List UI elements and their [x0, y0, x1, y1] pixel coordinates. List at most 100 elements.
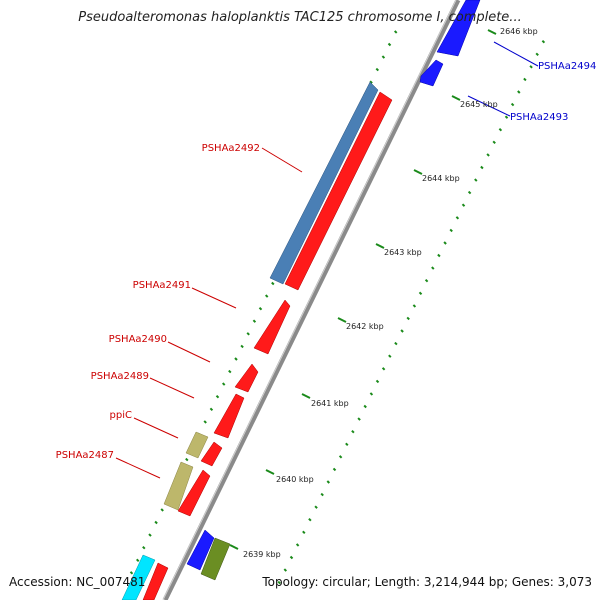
track-dot — [160, 508, 164, 512]
gene-lower-olive[interactable] — [200, 537, 231, 581]
kbp-label: 2644 kbp — [422, 174, 460, 183]
track-dot — [461, 203, 466, 207]
backbone-highlight — [162, 0, 457, 600]
gene-label[interactable]: PSHAa2492 — [202, 143, 260, 154]
track-dot — [326, 480, 331, 484]
track-dot — [480, 165, 484, 170]
track-dot — [517, 90, 521, 94]
track-dot — [363, 404, 367, 409]
gene-label[interactable]: PSHAa2494 — [538, 61, 596, 72]
gene-label[interactable]: PSHAa2489 — [91, 371, 149, 382]
gene-bottom-red[interactable] — [142, 562, 169, 600]
track-dot — [474, 178, 478, 182]
track-dot — [375, 379, 380, 384]
gene-pshaa2490[interactable] — [234, 363, 259, 393]
track-dot — [486, 153, 490, 157]
track-dot — [228, 369, 232, 374]
track-dot — [523, 77, 527, 82]
track-dot — [135, 558, 140, 563]
track-dot — [271, 281, 275, 286]
map-title: Pseudoalteromonas haloplanktis TAC125 ch… — [78, 10, 522, 25]
track-dot — [185, 457, 189, 462]
kbp-label: 2646 kbp — [500, 27, 538, 36]
track-dot — [394, 341, 398, 346]
track-dot — [246, 332, 250, 336]
track-dot — [357, 417, 361, 421]
gene-label[interactable]: PSHAa2490 — [109, 334, 167, 345]
track-dot — [215, 394, 220, 399]
track-dot — [345, 442, 349, 447]
track-dot — [209, 407, 214, 412]
gene-label[interactable]: PSHAa2487 — [56, 450, 114, 461]
gene-label[interactable]: PSHAa2491 — [133, 280, 191, 291]
track-dot — [283, 568, 288, 572]
gene-pshaa2487-red[interactable] — [177, 469, 211, 517]
label-leaders — [115, 41, 539, 479]
track-dot — [320, 492, 324, 497]
kbp-label: 2643 kbp — [384, 248, 422, 257]
track-dot — [314, 505, 318, 509]
gene-pshaa2489[interactable] — [213, 393, 245, 439]
kbp-label: 2639 kbp — [243, 550, 281, 559]
track-dot — [437, 253, 441, 258]
kbp-label: 2640 kbp — [276, 475, 314, 484]
track-dot — [467, 190, 472, 195]
topology-summary: Topology: circular; Length: 3,214,944 bp… — [262, 575, 592, 589]
track-dot — [492, 140, 496, 145]
track-dot — [295, 543, 300, 547]
gene-ppic-khaki[interactable] — [185, 431, 209, 459]
track-dot — [154, 520, 158, 525]
track-dot — [412, 304, 417, 308]
gene-pshaa2492[interactable] — [269, 81, 379, 285]
track-dot — [535, 52, 539, 57]
track-dot — [400, 329, 404, 333]
track-dot — [234, 357, 238, 361]
gene-pshaa2491[interactable] — [253, 299, 291, 355]
gene-lower-blue[interactable] — [186, 529, 215, 571]
track-dot — [129, 571, 134, 575]
gene-pshaa2493[interactable] — [419, 59, 444, 87]
track-dot — [510, 102, 515, 107]
track-dot — [142, 545, 146, 550]
track-dot — [455, 216, 460, 220]
track-dot — [308, 517, 312, 522]
track-dot — [387, 42, 392, 47]
gene-pshaa2487-khaki[interactable] — [163, 461, 194, 511]
track-dot — [221, 382, 226, 386]
kbp-label: 2642 kbp — [346, 322, 384, 331]
backbone-line — [162, 0, 461, 600]
track-dot — [252, 319, 257, 323]
kbp-ticks: 2646 kbp 2645 kbp 2644 kbp 2643 kbp 2642… — [229, 27, 538, 559]
track-dot — [424, 278, 429, 283]
gene-label[interactable]: ppiC — [110, 410, 132, 421]
track-dot — [381, 55, 386, 59]
track-dot — [351, 429, 355, 434]
track-dot — [258, 306, 263, 311]
track-dot — [338, 455, 343, 459]
gene-features — [121, 0, 481, 600]
track-dot — [541, 39, 546, 44]
track-dot — [240, 344, 244, 349]
track-dot — [375, 67, 380, 72]
track-dot — [498, 127, 503, 132]
track-dot — [148, 533, 152, 537]
track-dot — [431, 266, 435, 270]
track-dot — [381, 367, 386, 371]
gene-pshaa2494[interactable] — [436, 0, 481, 57]
gene-label[interactable]: PSHAa2493 — [510, 112, 568, 123]
track-dot — [369, 80, 373, 84]
track-dot — [302, 530, 306, 535]
track-dot — [203, 420, 207, 424]
gene-bottom-cyan[interactable] — [121, 554, 156, 600]
track-dot — [504, 115, 509, 119]
track-dot — [289, 555, 294, 560]
track-dot — [393, 30, 398, 34]
gene-labels: PSHAa2494 PSHAa2493 PSHAa2492 PSHAa2491 … — [56, 61, 597, 461]
kbp-label: 2641 kbp — [311, 399, 349, 408]
gene-ppic-red[interactable] — [200, 441, 223, 467]
track-dot — [332, 467, 337, 472]
gene-forward-long[interactable] — [284, 91, 393, 291]
track-dot — [388, 354, 392, 358]
track-dot — [369, 392, 374, 396]
